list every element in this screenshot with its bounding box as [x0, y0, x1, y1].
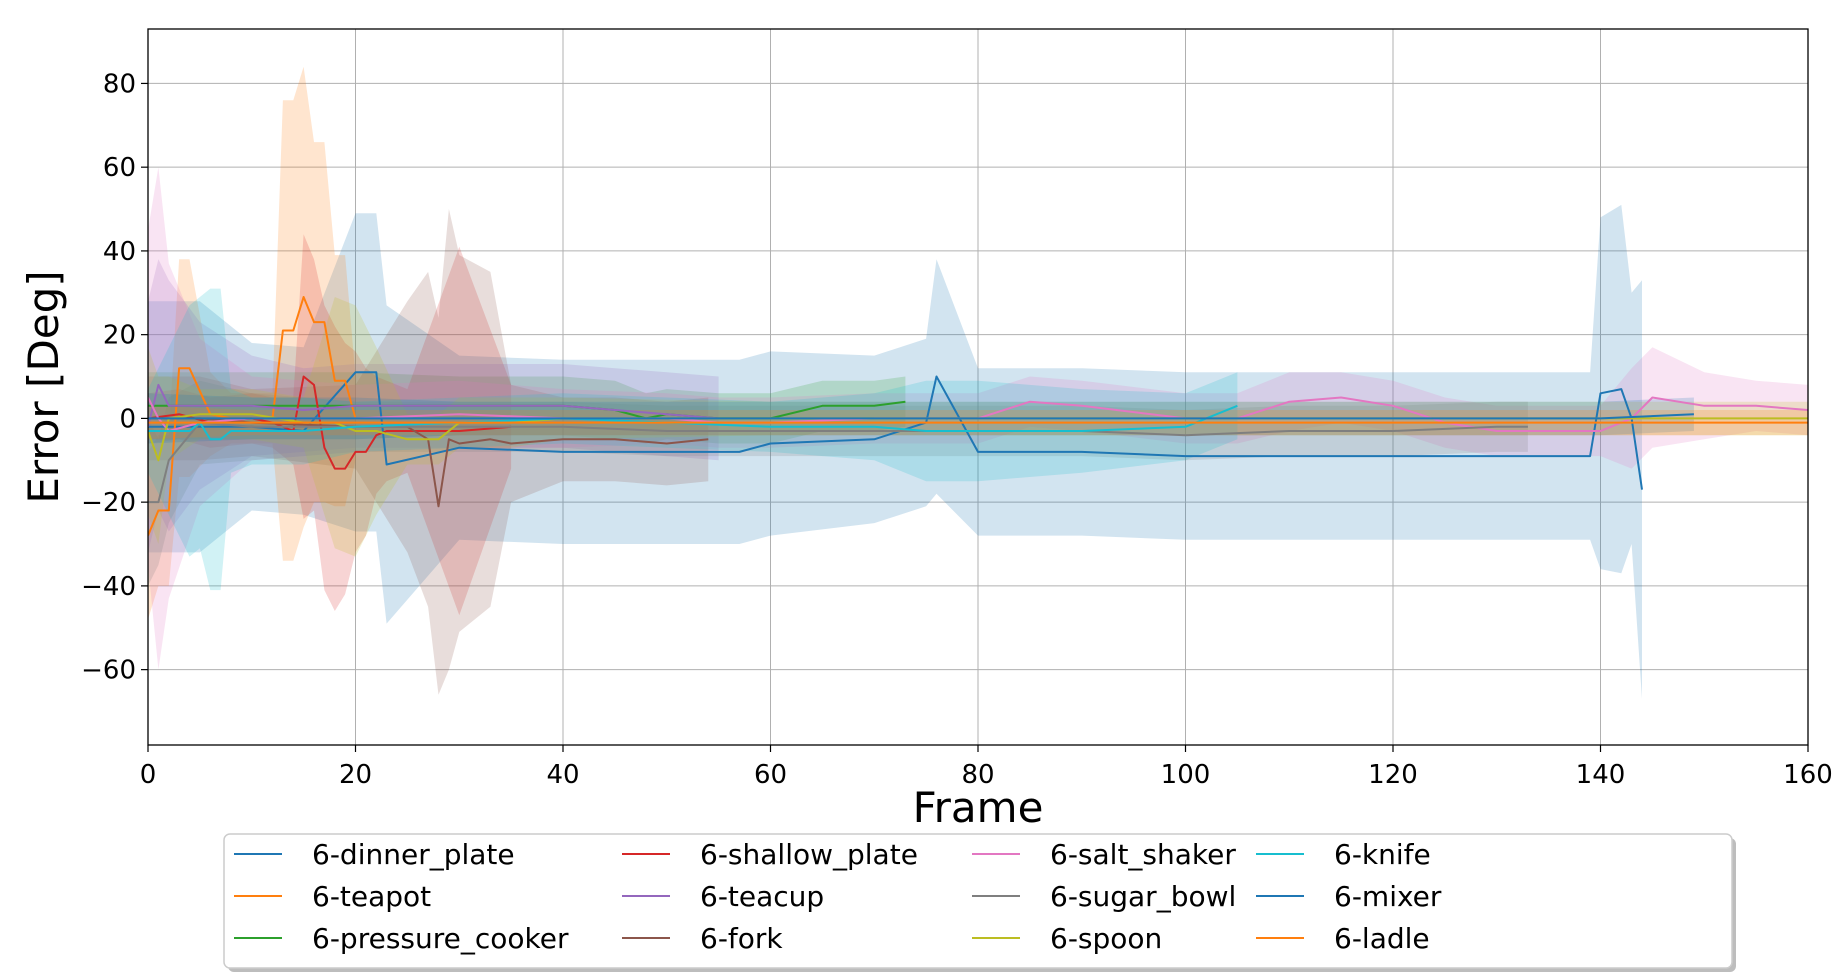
legend-label-6-teapot: 6-teapot: [312, 880, 431, 913]
series-lines: [148, 296, 1808, 536]
legend-label-6-spoon: 6-spoon: [1050, 922, 1162, 955]
y-tick-label: 40: [103, 237, 136, 267]
line-6-teacup: [148, 383, 719, 428]
x-tick-label: 80: [961, 760, 994, 790]
x-tick-label: 0: [140, 760, 157, 790]
legend-label-6-mixer: 6-mixer: [1334, 880, 1442, 913]
band-6-spoon: [148, 297, 1808, 557]
legend-label-6-salt-shaker: 6-salt_shaker: [1050, 838, 1236, 871]
y-tick-label: −60: [81, 656, 136, 686]
legend-label-6-sugar-bowl: 6-sugar_bowl: [1050, 880, 1236, 913]
x-tick-label: 140: [1576, 760, 1626, 790]
band-6-sugar-bowl: [148, 380, 1528, 586]
y-axis-label: Error [Deg]: [19, 270, 68, 503]
legend: 6-dinner_plate 6-teapot 6-pressure_cooker 6…: [223, 833, 1736, 972]
line-6-teapot: [148, 296, 357, 536]
legend-label-6-pressure-cooker: 6-pressure_cooker: [312, 922, 569, 955]
line-6-sugar-bowl: [148, 421, 1528, 504]
band-6-dinner-plate: [148, 204, 1642, 699]
band-6-shallow-plate: [148, 234, 512, 616]
x-tick-label: 120: [1368, 760, 1418, 790]
axis-ticks: 0 20 40 60 80 100 120 140 160 −60 −40 −20 0 20 40 60 80: [81, 69, 1833, 790]
y-tick-label: −20: [81, 488, 136, 518]
legend-label-6-fork: 6-fork: [700, 922, 783, 955]
y-tick-label: −40: [81, 572, 136, 602]
y-tick-label: 0: [119, 404, 136, 434]
legend-label-6-knife: 6-knife: [1334, 838, 1431, 871]
x-tick-label: 40: [546, 760, 579, 790]
x-tick-label: 60: [754, 760, 787, 790]
x-tick-label: 20: [339, 760, 372, 790]
legend-label-6-ladle: 6-ladle: [1334, 922, 1430, 955]
legend-label-6-teacup: 6-teacup: [700, 880, 824, 913]
y-tick-label: 80: [103, 69, 136, 99]
y-tick-label: 20: [103, 321, 136, 351]
x-tick-label: 100: [1161, 760, 1211, 790]
band-6-teapot: [148, 66, 356, 620]
legend-label-6-shallow-plate: 6-shallow_plate: [700, 838, 918, 871]
x-axis-label: Frame: [913, 783, 1044, 832]
line-6-fork: [148, 417, 709, 508]
legend-label-6-dinner-plate: 6-dinner_plate: [312, 838, 515, 871]
band-6-knife: [148, 288, 1238, 591]
line-6-knife: [148, 404, 1238, 441]
band-6-fork: [148, 209, 709, 695]
y-tick-label: 60: [103, 153, 136, 183]
legend-box: [223, 833, 1733, 969]
x-tick-label: 160: [1783, 760, 1833, 790]
line-6-mixer: [148, 413, 1694, 420]
